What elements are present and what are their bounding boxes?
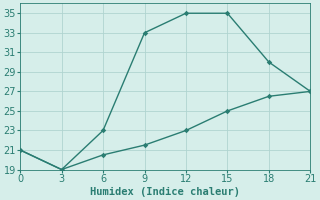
X-axis label: Humidex (Indice chaleur): Humidex (Indice chaleur) xyxy=(90,186,240,197)
